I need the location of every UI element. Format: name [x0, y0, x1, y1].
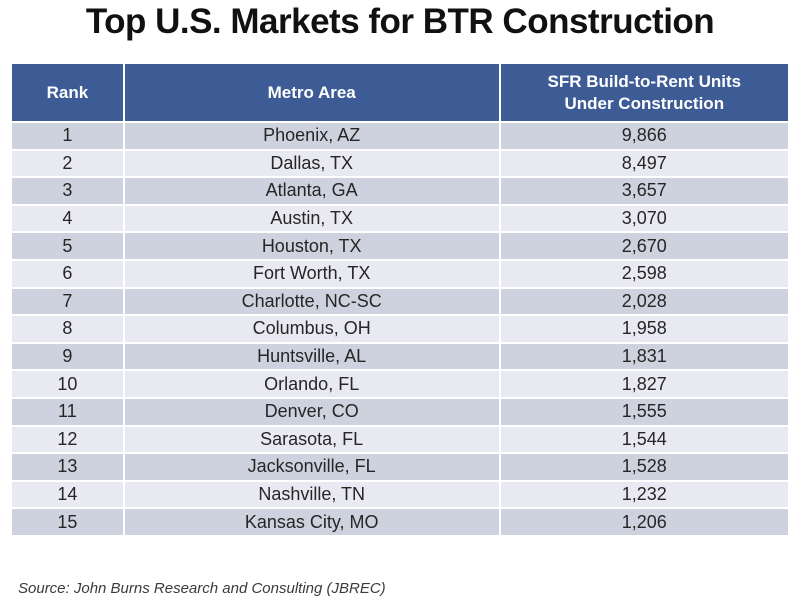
metro-area-cell: Columbus, OH	[122, 314, 501, 344]
units-cell: 1,206	[498, 507, 791, 537]
rank-cell: 12	[10, 424, 125, 455]
units-cell: 1,528	[498, 452, 791, 482]
metro-area-cell: Orlando, FL	[122, 369, 501, 399]
table-row: 12 Sarasota, FL 1,544	[10, 424, 791, 455]
rank-cell: 14	[10, 479, 125, 510]
units-cell: 1,958	[498, 314, 791, 344]
rank-cell: 9	[10, 341, 125, 372]
rank-cell: 7	[10, 286, 125, 317]
table-body: 1 Phoenix, AZ 9,866 2 Dallas, TX 8,497 3 Atlant…	[10, 121, 791, 537]
metro-area-cell: Austin, TX	[122, 203, 501, 234]
column-header-metro-area: Metro Area	[122, 62, 501, 123]
table-row: 14 Nashville, TN 1,232	[10, 479, 791, 510]
table-row: 7 Charlotte, NC-SC 2,028	[10, 286, 791, 317]
table-row: 3 Atlanta, GA 3,657	[10, 176, 791, 206]
rank-cell: 2	[10, 148, 125, 179]
column-header-rank: Rank	[10, 62, 125, 123]
rank-cell: 4	[10, 203, 125, 234]
table-row: 5 Houston, TX 2,670	[10, 231, 791, 261]
table-row: 10 Orlando, FL 1,827	[10, 369, 791, 399]
table-row: 6 Fort Worth, TX 2,598	[10, 258, 791, 289]
units-cell: 2,670	[498, 231, 791, 261]
table-row: 2 Dallas, TX 8,497	[10, 148, 791, 179]
metro-area-cell: Phoenix, AZ	[122, 121, 501, 151]
rank-cell: 15	[10, 507, 125, 537]
rank-cell: 5	[10, 231, 125, 261]
metro-area-cell: Houston, TX	[122, 231, 501, 261]
page-title: Top U.S. Markets for BTR Construction	[85, 2, 715, 41]
metro-area-cell: Fort Worth, TX	[122, 258, 501, 289]
units-cell: 1,544	[498, 424, 791, 455]
table-row: 1 Phoenix, AZ 9,866	[10, 121, 791, 151]
metro-area-cell: Denver, CO	[122, 396, 501, 427]
column-header-units: SFR Build-to-Rent Units Under Constructi…	[498, 62, 791, 123]
units-cell: 9,866	[498, 121, 791, 151]
table-row: 11 Denver, CO 1,555	[10, 396, 791, 427]
table-row: 13 Jacksonville, FL 1,528	[10, 452, 791, 482]
metro-area-cell: Kansas City, MO	[122, 507, 501, 537]
units-cell: 1,827	[498, 369, 791, 399]
table-row: 8 Columbus, OH 1,958	[10, 314, 791, 344]
source-note: Source: John Burns Research and Consulti…	[18, 580, 386, 597]
units-cell: 1,232	[498, 479, 791, 510]
metro-area-cell: Charlotte, NC-SC	[122, 286, 501, 317]
table-row: 4 Austin, TX 3,070	[10, 203, 791, 234]
table-header: Rank Metro Area SFR Build-to-Rent Units …	[10, 62, 791, 123]
units-cell: 8,497	[498, 148, 791, 179]
metro-area-cell: Atlanta, GA	[122, 176, 501, 206]
units-cell: 1,555	[498, 396, 791, 427]
rank-cell: 10	[10, 369, 125, 399]
metro-area-cell: Huntsville, AL	[122, 341, 501, 372]
units-cell: 1,831	[498, 341, 791, 372]
btr-markets-table: Rank Metro Area SFR Build-to-Rent Units …	[10, 62, 791, 537]
units-cell: 3,657	[498, 176, 791, 206]
metro-area-cell: Dallas, TX	[122, 148, 501, 179]
rank-cell: 6	[10, 258, 125, 289]
rank-cell: 3	[10, 176, 125, 206]
table-row: 9 Huntsville, AL 1,831	[10, 341, 791, 372]
units-cell: 2,598	[498, 258, 791, 289]
metro-area-cell: Sarasota, FL	[122, 424, 501, 455]
rank-cell: 1	[10, 121, 125, 151]
table-row: 15 Kansas City, MO 1,206	[10, 507, 791, 537]
metro-area-cell: Jacksonville, FL	[122, 452, 501, 482]
units-cell: 2,028	[498, 286, 791, 317]
rank-cell: 8	[10, 314, 125, 344]
rank-cell: 11	[10, 396, 125, 427]
metro-area-cell: Nashville, TN	[122, 479, 501, 510]
units-cell: 3,070	[498, 203, 791, 234]
header-row: Rank Metro Area SFR Build-to-Rent Units …	[10, 62, 791, 123]
rank-cell: 13	[10, 452, 125, 482]
